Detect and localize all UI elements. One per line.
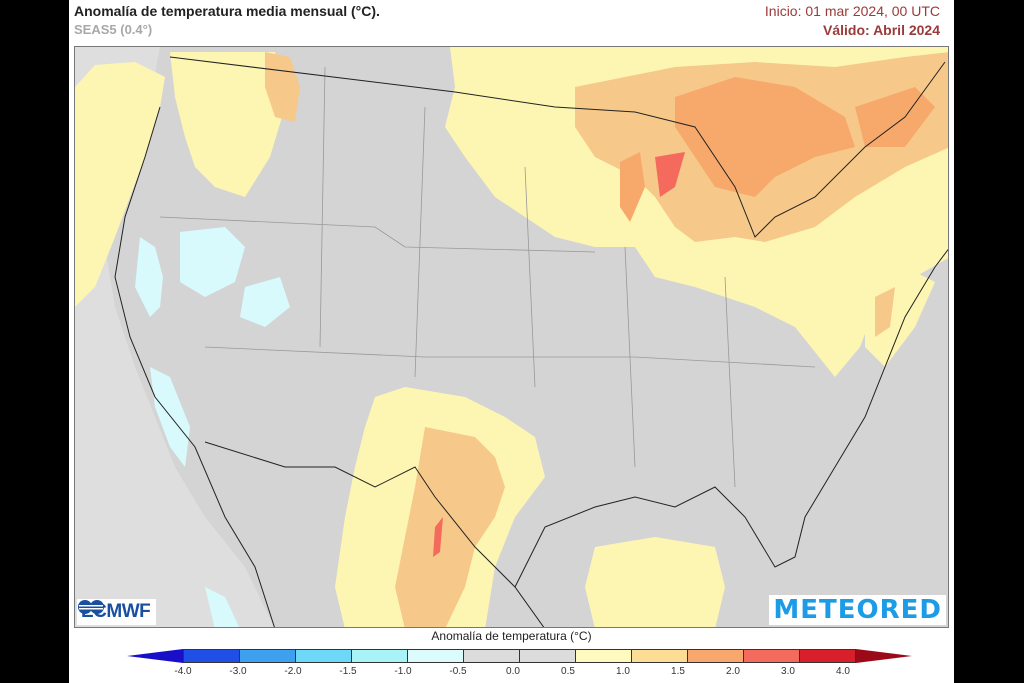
legend-bin — [464, 649, 520, 663]
legend-title: Anomalía de temperatura (°C) — [431, 629, 592, 643]
legend-bin — [576, 649, 632, 663]
legend-tick: 2.0 — [726, 666, 740, 677]
legend-tick: 0.5 — [561, 666, 575, 677]
valid-date: Válido: Abril 2024 — [823, 22, 940, 38]
legend-tick: 1.5 — [671, 666, 685, 677]
legend-below-arrow — [127, 649, 183, 663]
legend-above-arrow — [856, 649, 912, 663]
meteored-logo: METEORED — [769, 595, 946, 625]
legend-tick: 3.0 — [781, 666, 795, 677]
legend-bin — [183, 649, 240, 663]
legend-bin — [744, 649, 800, 663]
ecmwf-emblem-icon — [78, 600, 104, 614]
legend-bin — [240, 649, 296, 663]
legend-tick: 0.0 — [506, 666, 520, 677]
legend-bin — [296, 649, 352, 663]
figure-title: Anomalía de temperatura media mensual (°… — [74, 3, 380, 19]
legend-tick: -0.5 — [449, 666, 467, 677]
legend-tick: 4.0 — [836, 666, 850, 677]
legend-tick: 1.0 — [616, 666, 630, 677]
map-graphic — [75, 47, 948, 627]
legend-tick: -2.0 — [284, 666, 302, 677]
legend-bin — [520, 649, 576, 663]
legend-tick: -1.0 — [394, 666, 412, 677]
init-date: Inicio: 01 mar 2024, 00 UTC — [764, 3, 940, 19]
model-label: SEAS5 (0.4°) — [74, 22, 153, 37]
figure-panel: Anomalía de temperatura media mensual (°… — [69, 0, 954, 683]
legend-bin — [408, 649, 464, 663]
legend-tick: -4.0 — [174, 666, 192, 677]
legend-tick: -1.5 — [339, 666, 357, 677]
legend-bin — [800, 649, 856, 663]
legend-bin — [352, 649, 408, 663]
legend-ticks: -4.0 -3.0 -2.0 -1.5 -1.0 -0.5 0.0 0.5 1.… — [69, 666, 954, 680]
legend-bin — [632, 649, 688, 663]
legend-tick: -3.0 — [229, 666, 247, 677]
ecmwf-logo: ECMWF — [77, 599, 157, 625]
color-legend — [127, 649, 912, 663]
legend-bin — [688, 649, 744, 663]
anomaly-map: ECMWF METEORED — [74, 46, 949, 628]
